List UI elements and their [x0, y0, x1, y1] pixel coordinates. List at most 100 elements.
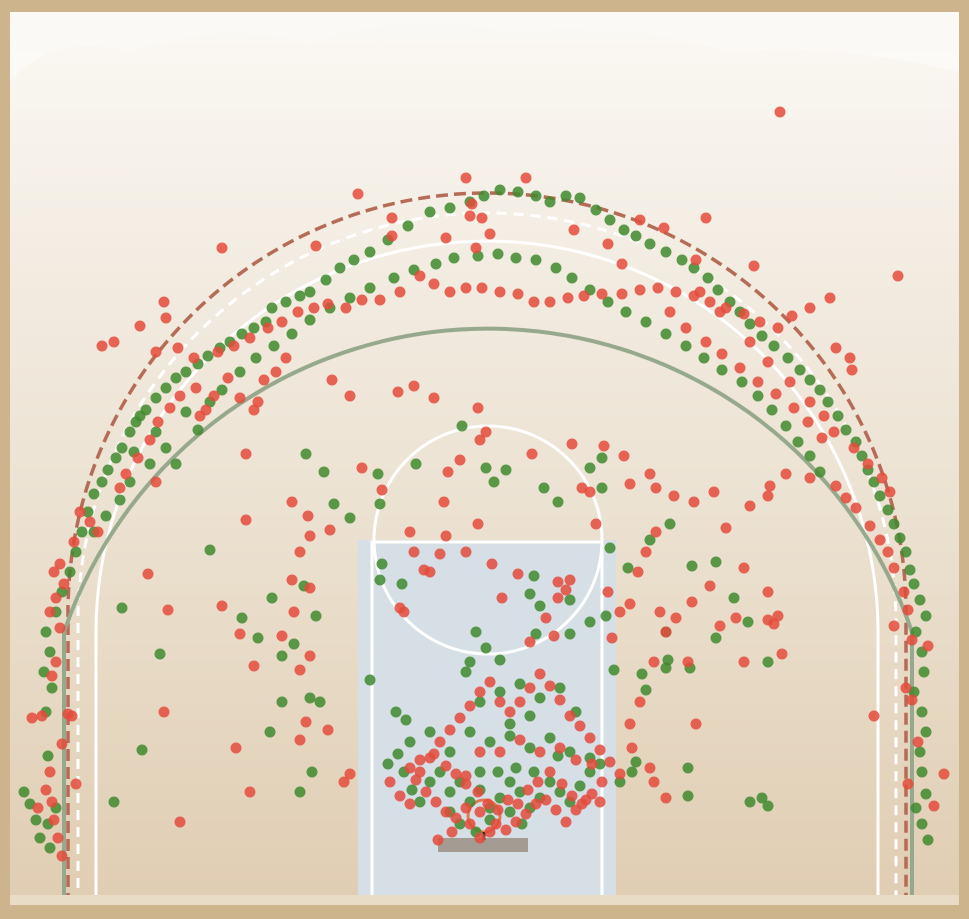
shot-point-made: [276, 696, 288, 708]
shot-point-missed: [58, 578, 70, 590]
shot-point-missed: [544, 766, 556, 778]
shot-point-missed: [470, 242, 482, 254]
shot-point-missed: [598, 440, 610, 452]
shot-point-missed: [474, 434, 486, 446]
baseline: [10, 895, 959, 905]
shot-point-made: [544, 776, 556, 788]
shot-point-missed: [460, 282, 472, 294]
shot-point-missed: [68, 536, 80, 548]
shot-point-missed: [322, 298, 334, 310]
shot-point-missed: [476, 282, 488, 294]
shot-point-made: [620, 306, 632, 318]
shot-point-missed: [270, 366, 282, 378]
shot-point-made: [310, 610, 322, 622]
shot-point-made: [328, 498, 340, 510]
shot-point-missed: [882, 546, 894, 558]
shot-point-made: [396, 578, 408, 590]
shot-point-made: [494, 654, 506, 666]
shot-point-made: [564, 628, 576, 640]
shot-point-made: [920, 610, 932, 622]
shot-point-made: [110, 452, 122, 464]
shot-point-made: [664, 518, 676, 530]
shot-point-missed: [540, 794, 552, 806]
shot-point-made: [266, 592, 278, 604]
shot-point-missed: [892, 270, 904, 282]
shot-point-missed: [158, 706, 170, 718]
shot-point-missed: [888, 562, 900, 574]
shot-point-missed: [492, 804, 504, 816]
shot-point-missed: [564, 710, 576, 722]
shot-point-missed: [394, 286, 406, 298]
shot-point-missed: [804, 472, 816, 484]
shot-point-missed: [738, 562, 750, 574]
shot-point-missed: [670, 286, 682, 298]
shot-point-made: [600, 610, 612, 622]
shot-point-made: [116, 442, 128, 454]
shot-point-missed: [734, 362, 746, 374]
shot-point-made: [180, 406, 192, 418]
shot-point-missed: [56, 850, 68, 862]
shot-point-missed: [164, 402, 176, 414]
shot-point-made: [300, 448, 312, 460]
shot-point-missed: [552, 576, 564, 588]
shot-point-missed: [308, 302, 320, 314]
shot-point-missed: [898, 586, 910, 598]
shot-point-missed: [902, 604, 914, 616]
shot-point-missed: [476, 212, 488, 224]
shot-point-missed: [900, 682, 912, 694]
shot-point-made: [280, 296, 292, 308]
shot-point-missed: [304, 650, 316, 662]
shot-point-missed: [644, 762, 656, 774]
shot-point-made: [528, 766, 540, 778]
shot-point-made: [744, 796, 756, 808]
shot-point-missed: [844, 352, 856, 364]
shot-point-made: [594, 758, 606, 770]
shot-point-made: [644, 534, 656, 546]
shot-point-missed: [144, 434, 156, 446]
shot-point-missed: [618, 450, 630, 462]
shot-point-missed: [454, 454, 466, 466]
shot-point-made: [402, 220, 414, 232]
shot-point-made: [686, 560, 698, 572]
shot-point-made: [916, 818, 928, 830]
shot-point-missed: [344, 390, 356, 402]
shot-point-made: [550, 262, 562, 274]
shot-point-missed: [660, 626, 672, 638]
shot-point-made: [18, 786, 30, 798]
shot-point-made: [682, 762, 694, 774]
shot-point-missed: [748, 260, 760, 272]
shot-point-missed: [188, 352, 200, 364]
shot-point-made: [306, 766, 318, 778]
shot-point-missed: [772, 322, 784, 334]
shot-point-missed: [540, 612, 552, 624]
shot-point-missed: [280, 352, 292, 364]
shot-point-missed: [584, 732, 596, 744]
shot-point-missed: [216, 242, 228, 254]
shot-point-made: [636, 668, 648, 680]
shot-point-made: [920, 726, 932, 738]
shot-point-made: [528, 570, 540, 582]
shot-point-missed: [906, 694, 918, 706]
shot-point-missed: [650, 482, 662, 494]
shot-point-missed: [928, 800, 940, 812]
shot-point-missed: [152, 416, 164, 428]
shot-point-missed: [738, 656, 750, 668]
shot-point-missed: [386, 230, 398, 242]
shot-point-made: [470, 626, 482, 638]
shot-point-missed: [304, 530, 316, 542]
shot-point-made: [64, 566, 76, 578]
shot-point-missed: [294, 546, 306, 558]
shot-point-made: [364, 246, 376, 258]
shot-point-missed: [286, 496, 298, 508]
shot-point-missed: [52, 832, 64, 844]
shot-point-made: [276, 650, 288, 662]
shot-point-made: [264, 726, 276, 738]
shot-point-made: [444, 786, 456, 798]
shot-point-missed: [514, 696, 526, 708]
shot-point-made: [364, 282, 376, 294]
shot-point-missed: [552, 592, 564, 604]
shot-point-missed: [466, 198, 478, 210]
shot-point-missed: [234, 628, 246, 640]
shot-point-made: [544, 196, 556, 208]
shot-point-made: [268, 340, 280, 352]
